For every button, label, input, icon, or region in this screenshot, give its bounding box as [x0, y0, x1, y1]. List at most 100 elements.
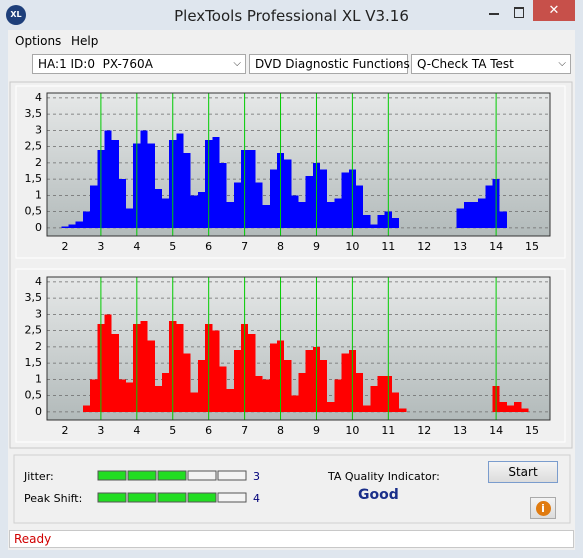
bar [154, 188, 162, 228]
x-tick-label: 7 [241, 424, 248, 437]
bar [233, 182, 242, 228]
bar [176, 133, 184, 228]
meter-cell [187, 470, 217, 481]
status-text: Ready [14, 532, 52, 546]
select-text: HA:1 ID:0 PX-760A [38, 57, 153, 71]
maximize-button[interactable] [508, 4, 530, 20]
meter-cell [97, 470, 127, 481]
x-tick-label: 8 [277, 424, 284, 437]
info-button[interactable]: i [530, 497, 556, 519]
bar [463, 201, 471, 228]
start-button[interactable]: Start [488, 461, 558, 483]
drive-select[interactable]: HA:1 ID:0 PX-760A ⌵ [32, 54, 246, 74]
bar [298, 201, 306, 228]
meter-cell [157, 492, 187, 503]
bar [197, 359, 206, 412]
y-tick-label: 1 [35, 372, 42, 385]
x-tick-label: 5 [169, 240, 176, 253]
x-tick-label: 6 [205, 240, 212, 253]
x-tick-label: 6 [205, 424, 212, 437]
bar [90, 185, 98, 228]
y-tick-label: 1,5 [25, 172, 43, 185]
bar [334, 379, 342, 412]
bar [82, 405, 91, 412]
x-tick-label: 2 [61, 424, 68, 437]
x-tick-label: 13 [453, 424, 467, 437]
y-tick-label: 0 [35, 405, 42, 418]
bar [212, 330, 220, 412]
bar [456, 208, 464, 228]
bar [506, 405, 515, 412]
menu-item[interactable]: Help [71, 34, 99, 48]
x-tick-label: 15 [525, 240, 539, 253]
meter-cell [127, 470, 157, 481]
bar [262, 379, 270, 412]
bar [291, 195, 299, 228]
bar [499, 211, 507, 228]
bar [183, 353, 191, 412]
window-title: PlexTools Professional XL V3.16 [174, 7, 409, 25]
bar [305, 175, 313, 228]
bar [140, 130, 148, 228]
y-tick-label: 3,5 [25, 107, 43, 120]
bar [176, 324, 184, 412]
x-tick-label: 3 [97, 240, 104, 253]
bar [291, 395, 299, 412]
bar [118, 179, 127, 228]
x-tick-label: 11 [381, 424, 395, 437]
bar [341, 353, 349, 412]
bar [75, 221, 83, 228]
x-tick-label: 13 [453, 240, 467, 253]
y-tick-label: 2 [35, 340, 42, 353]
bar [478, 198, 486, 228]
bar [377, 214, 385, 228]
select-text: Q-Check TA Test [417, 57, 514, 71]
bar [219, 366, 227, 412]
function-select[interactable]: DVD Diagnostic Functions ⌵ [249, 54, 410, 74]
x-tick-label: 11 [381, 240, 395, 253]
select-text: DVD Diagnostic Functions [255, 57, 410, 71]
x-tick-label: 4 [133, 240, 140, 253]
peak-shift-label: Peak Shift: [24, 492, 83, 505]
x-tick-label: 8 [277, 240, 284, 253]
bar [255, 182, 263, 228]
x-tick-label: 12 [417, 424, 431, 437]
x-tick-label: 3 [97, 424, 104, 437]
bar [370, 385, 378, 412]
x-tick-label: 10 [345, 424, 359, 437]
bar [521, 408, 529, 412]
meter-cell [97, 492, 127, 503]
bar [233, 350, 242, 412]
x-tick-label: 12 [417, 240, 431, 253]
menu-item[interactable]: Options [15, 34, 62, 48]
bar [161, 372, 170, 412]
y-tick-label: 0,5 [25, 205, 43, 218]
results-group [13, 454, 571, 524]
app-icon: XL [6, 5, 26, 25]
bar [269, 343, 277, 412]
peak-shift-value: 4 [253, 492, 260, 505]
bar [262, 205, 270, 228]
bar [377, 376, 385, 412]
bar [399, 408, 407, 412]
bar [391, 218, 400, 228]
bar [248, 149, 256, 228]
close-button[interactable]: ✕ [533, 0, 575, 21]
bar [212, 136, 220, 228]
jitter-label: Jitter: [24, 470, 54, 483]
meter-cell [217, 470, 247, 481]
x-tick-label: 14 [489, 240, 503, 253]
bar [320, 359, 328, 412]
y-tick-label: 2,5 [25, 140, 43, 153]
x-tick-label: 15 [525, 424, 539, 437]
bar [327, 402, 335, 412]
bar [355, 372, 364, 412]
bar [255, 376, 263, 412]
quality-label: TA Quality Indicator: [328, 470, 440, 483]
test-select[interactable]: Q-Check TA Test ⌵ [411, 54, 571, 74]
bar [355, 185, 364, 228]
bar [341, 172, 349, 228]
minimize-button[interactable] [483, 4, 505, 20]
